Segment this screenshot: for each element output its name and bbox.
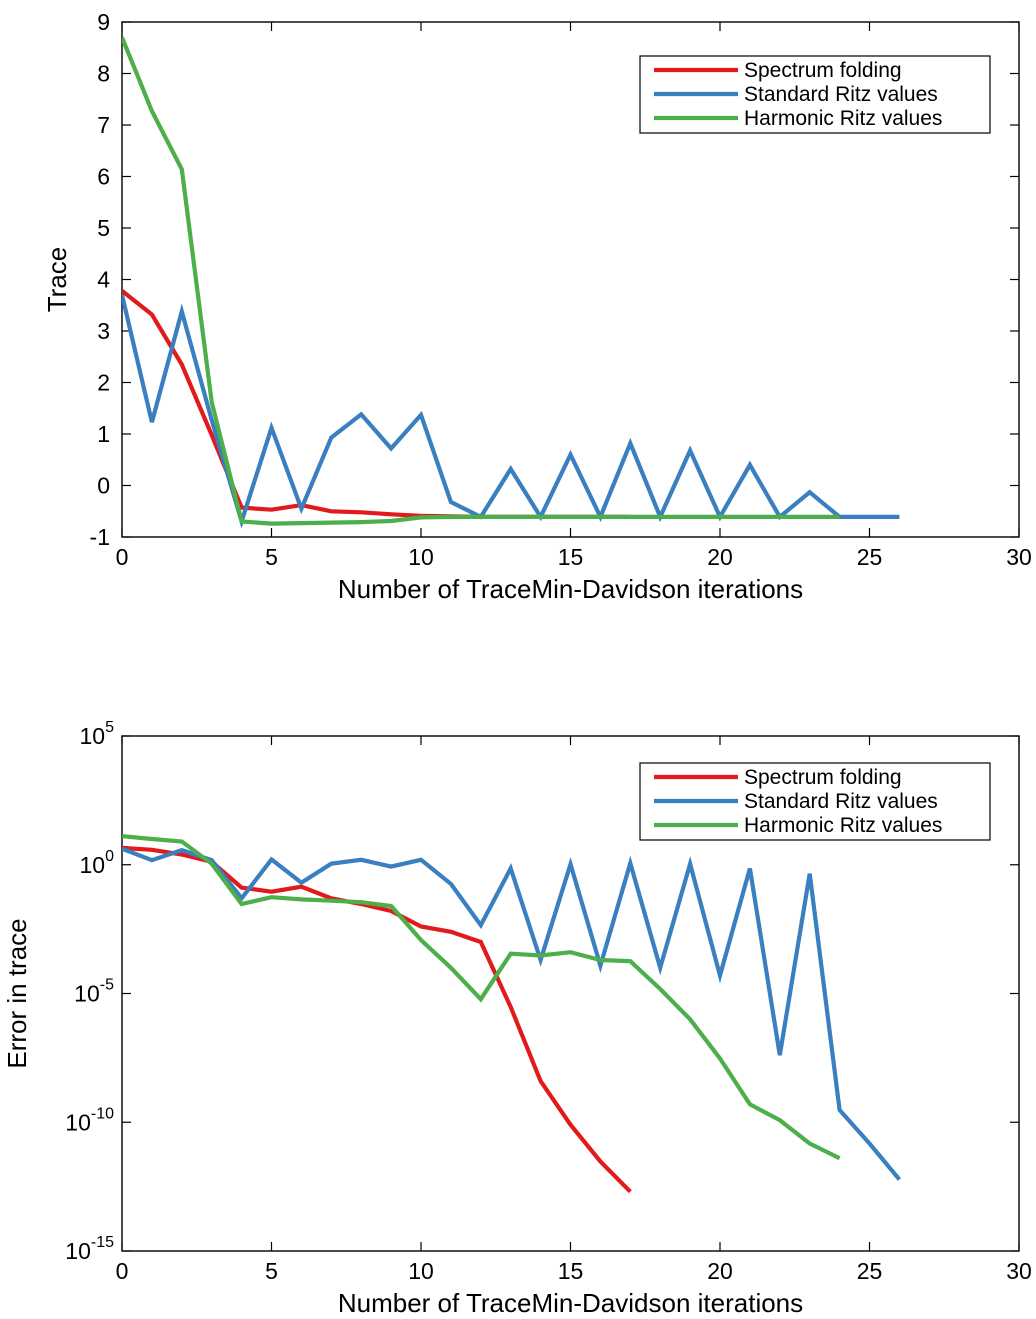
y-tick-label: 3 <box>97 318 110 344</box>
legend-label-2: Standard Ritz values <box>744 83 938 106</box>
y-tick-exponent: 5 <box>105 719 114 736</box>
x-tick-label: 30 <box>1006 544 1032 570</box>
x-tick-label: 0 <box>116 1258 129 1284</box>
x-tick-label: 30 <box>1006 1258 1032 1284</box>
legend-label-3: Harmonic Ritz values <box>744 107 942 130</box>
series-line-3 <box>122 36 840 526</box>
series-line-3 <box>122 834 841 1161</box>
y-tick-label: 7 <box>97 112 110 138</box>
y-tick-label: 8 <box>97 61 110 87</box>
legend-label-1: Spectrum folding <box>744 766 902 789</box>
y-tick-exponent: -10 <box>91 1105 114 1122</box>
x-tick-label: 10 <box>408 544 434 570</box>
legend-label-2: Standard Ritz values <box>744 790 938 813</box>
series-line-1 <box>122 845 632 1194</box>
y-tick-base: 10 <box>80 852 106 878</box>
y-tick-base: 10 <box>65 1238 91 1264</box>
series-line-2 <box>122 294 900 529</box>
legend-label-1: Spectrum folding <box>744 59 902 82</box>
x-axis-label: Number of TraceMin-Davidson iterations <box>338 574 803 604</box>
y-tick-label: 9 <box>97 9 110 35</box>
y-tick-base: 10 <box>65 1109 91 1135</box>
y-tick-label: 0 <box>97 473 110 499</box>
y-tick-exponent: 0 <box>105 848 114 865</box>
x-tick-label: 15 <box>558 1258 584 1284</box>
x-tick-label: 20 <box>707 544 733 570</box>
x-tick-label: 0 <box>116 544 129 570</box>
x-tick-label: 5 <box>265 1258 278 1284</box>
x-tick-label: 10 <box>408 1258 434 1284</box>
y-tick-label: 1 <box>97 421 110 447</box>
y-tick-label: 6 <box>97 164 110 190</box>
x-tick-label: 25 <box>857 1258 883 1284</box>
x-tick-label: 20 <box>707 1258 733 1284</box>
y-tick-label: 10-15 <box>65 1234 114 1264</box>
y-axis-label: Error in trace <box>2 918 32 1068</box>
y-tick-exponent: -5 <box>100 977 114 994</box>
legend-label-3: Harmonic Ritz values <box>744 814 942 837</box>
y-tick-label: 4 <box>97 267 110 293</box>
y-tick-label: 100 <box>80 848 115 878</box>
y-tick-base: 10 <box>74 981 100 1007</box>
x-tick-label: 15 <box>558 544 584 570</box>
y-tick-label: -1 <box>90 524 110 550</box>
y-axis-label: Trace <box>42 247 72 313</box>
y-tick-label: 10-5 <box>74 977 114 1007</box>
x-tick-label: 25 <box>857 544 883 570</box>
y-tick-base: 10 <box>80 723 106 749</box>
series-line-2 <box>122 846 902 1181</box>
x-tick-label: 5 <box>265 544 278 570</box>
y-tick-label: 105 <box>80 719 115 749</box>
y-tick-label: 5 <box>97 215 110 241</box>
series-line-1 <box>122 289 631 520</box>
y-tick-label: 10-10 <box>65 1105 114 1135</box>
y-tick-exponent: -15 <box>91 1234 114 1251</box>
x-axis-label: Number of TraceMin-Davidson iterations <box>338 1288 803 1318</box>
y-tick-label: 2 <box>97 370 110 396</box>
